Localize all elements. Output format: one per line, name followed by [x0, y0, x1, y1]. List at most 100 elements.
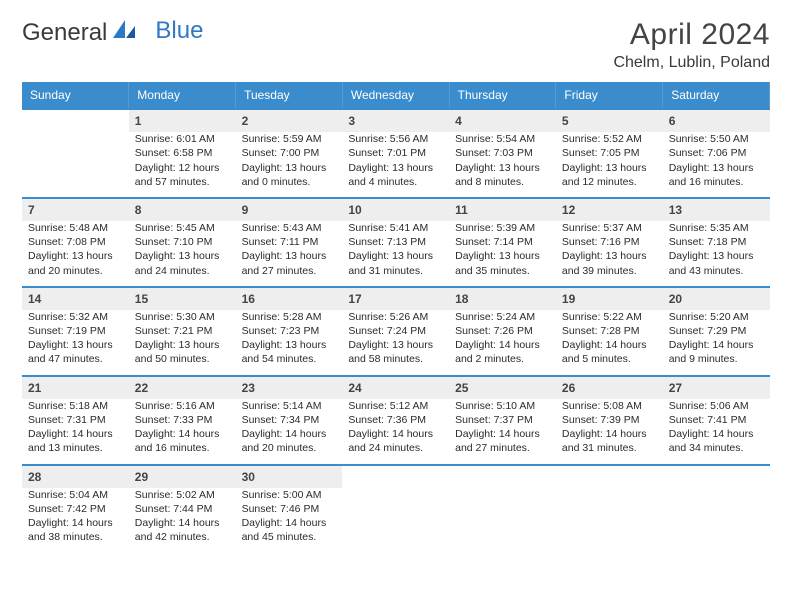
day-number-cell	[22, 109, 129, 132]
sunset-text: Sunset: 7:21 PM	[135, 324, 230, 338]
day-number-cell: 16	[236, 287, 343, 310]
sunrise-text: Sunrise: 5:02 AM	[135, 488, 230, 502]
daylight-text: and 16 minutes.	[135, 441, 230, 455]
sunrise-text: Sunrise: 5:56 AM	[348, 132, 443, 146]
day-number-cell: 12	[556, 198, 663, 221]
daylight-text: Daylight: 13 hours	[669, 161, 764, 175]
day-info-cell: Sunrise: 5:50 AMSunset: 7:06 PMDaylight:…	[663, 132, 770, 198]
daylight-text: Daylight: 14 hours	[348, 427, 443, 441]
day-info-cell: Sunrise: 5:18 AMSunset: 7:31 PMDaylight:…	[22, 399, 129, 465]
day-number-cell: 8	[129, 198, 236, 221]
daylight-text: Daylight: 13 hours	[135, 249, 230, 263]
weekday-header: Thursday	[449, 82, 556, 109]
day-number-cell: 24	[342, 376, 449, 399]
sunset-text: Sunset: 7:19 PM	[28, 324, 123, 338]
sunset-text: Sunset: 7:37 PM	[455, 413, 550, 427]
day-number-cell: 5	[556, 109, 663, 132]
daylight-text: Daylight: 13 hours	[242, 338, 337, 352]
day-number-cell: 1	[129, 109, 236, 132]
day-number-row: 123456	[22, 109, 770, 132]
day-number-cell	[663, 465, 770, 488]
daylight-text: and 57 minutes.	[135, 175, 230, 189]
day-info-cell: Sunrise: 5:39 AMSunset: 7:14 PMDaylight:…	[449, 221, 556, 287]
sunrise-text: Sunrise: 5:35 AM	[669, 221, 764, 235]
sunrise-text: Sunrise: 5:04 AM	[28, 488, 123, 502]
sunrise-text: Sunrise: 5:06 AM	[669, 399, 764, 413]
day-info-cell: Sunrise: 5:37 AMSunset: 7:16 PMDaylight:…	[556, 221, 663, 287]
daylight-text: Daylight: 13 hours	[455, 161, 550, 175]
day-number-cell: 22	[129, 376, 236, 399]
daylight-text: and 34 minutes.	[669, 441, 764, 455]
daylight-text: and 20 minutes.	[28, 264, 123, 278]
daylight-text: and 54 minutes.	[242, 352, 337, 366]
daylight-text: and 0 minutes.	[242, 175, 337, 189]
sunset-text: Sunset: 7:18 PM	[669, 235, 764, 249]
day-info-cell: Sunrise: 5:26 AMSunset: 7:24 PMDaylight:…	[342, 310, 449, 376]
weekday-header: Friday	[556, 82, 663, 109]
sunset-text: Sunset: 7:34 PM	[242, 413, 337, 427]
day-info-cell: Sunrise: 5:41 AMSunset: 7:13 PMDaylight:…	[342, 221, 449, 287]
day-info-cell	[556, 488, 663, 553]
sunset-text: Sunset: 7:24 PM	[348, 324, 443, 338]
day-info-row: Sunrise: 6:01 AMSunset: 6:58 PMDaylight:…	[22, 132, 770, 198]
sunset-text: Sunset: 7:06 PM	[669, 146, 764, 160]
day-info-cell: Sunrise: 5:30 AMSunset: 7:21 PMDaylight:…	[129, 310, 236, 376]
day-info-cell: Sunrise: 5:02 AMSunset: 7:44 PMDaylight:…	[129, 488, 236, 553]
sunrise-text: Sunrise: 5:26 AM	[348, 310, 443, 324]
daylight-text: and 43 minutes.	[669, 264, 764, 278]
day-info-cell	[663, 488, 770, 553]
daylight-text: Daylight: 14 hours	[562, 338, 657, 352]
day-info-cell: Sunrise: 5:08 AMSunset: 7:39 PMDaylight:…	[556, 399, 663, 465]
sunrise-text: Sunrise: 5:54 AM	[455, 132, 550, 146]
day-info-cell: Sunrise: 5:45 AMSunset: 7:10 PMDaylight:…	[129, 221, 236, 287]
day-info-cell: Sunrise: 5:10 AMSunset: 7:37 PMDaylight:…	[449, 399, 556, 465]
daylight-text: Daylight: 13 hours	[242, 249, 337, 263]
logo: General Blue	[22, 18, 203, 47]
sunrise-text: Sunrise: 5:22 AM	[562, 310, 657, 324]
daylight-text: and 2 minutes.	[455, 352, 550, 366]
day-info-cell	[449, 488, 556, 553]
daylight-text: Daylight: 13 hours	[28, 249, 123, 263]
title-block: April 2024 Chelm, Lublin, Poland	[613, 18, 770, 72]
daylight-text: and 58 minutes.	[348, 352, 443, 366]
day-number-cell	[449, 465, 556, 488]
day-info-row: Sunrise: 5:04 AMSunset: 7:42 PMDaylight:…	[22, 488, 770, 553]
day-info-cell: Sunrise: 5:22 AMSunset: 7:28 PMDaylight:…	[556, 310, 663, 376]
sunrise-text: Sunrise: 5:48 AM	[28, 221, 123, 235]
daylight-text: and 16 minutes.	[669, 175, 764, 189]
day-number-cell: 28	[22, 465, 129, 488]
daylight-text: and 24 minutes.	[135, 264, 230, 278]
weekday-header: Sunday	[22, 82, 129, 109]
day-number-cell: 2	[236, 109, 343, 132]
daylight-text: and 27 minutes.	[455, 441, 550, 455]
day-info-cell: Sunrise: 5:24 AMSunset: 7:26 PMDaylight:…	[449, 310, 556, 376]
day-number-row: 282930	[22, 465, 770, 488]
sunset-text: Sunset: 7:31 PM	[28, 413, 123, 427]
logo-text-blue: Blue	[155, 17, 203, 45]
day-info-cell	[22, 132, 129, 198]
sunset-text: Sunset: 7:14 PM	[455, 235, 550, 249]
sunset-text: Sunset: 7:39 PM	[562, 413, 657, 427]
sunset-text: Sunset: 7:26 PM	[455, 324, 550, 338]
day-info-cell: Sunrise: 5:20 AMSunset: 7:29 PMDaylight:…	[663, 310, 770, 376]
sunrise-text: Sunrise: 5:14 AM	[242, 399, 337, 413]
daylight-text: and 50 minutes.	[135, 352, 230, 366]
day-number-cell: 15	[129, 287, 236, 310]
day-number-cell: 29	[129, 465, 236, 488]
day-number-row: 78910111213	[22, 198, 770, 221]
daylight-text: and 12 minutes.	[562, 175, 657, 189]
day-number-cell: 17	[342, 287, 449, 310]
day-info-cell: Sunrise: 5:48 AMSunset: 7:08 PMDaylight:…	[22, 221, 129, 287]
day-number-cell: 23	[236, 376, 343, 399]
header: General Blue April 2024 Chelm, Lublin, P…	[22, 18, 770, 72]
sunrise-text: Sunrise: 5:20 AM	[669, 310, 764, 324]
logo-text-general: General	[22, 19, 107, 47]
daylight-text: and 38 minutes.	[28, 530, 123, 544]
sunset-text: Sunset: 7:36 PM	[348, 413, 443, 427]
day-number-cell: 4	[449, 109, 556, 132]
daylight-text: Daylight: 13 hours	[562, 249, 657, 263]
daylight-text: Daylight: 13 hours	[348, 249, 443, 263]
daylight-text: and 13 minutes.	[28, 441, 123, 455]
daylight-text: Daylight: 14 hours	[562, 427, 657, 441]
day-number-cell: 21	[22, 376, 129, 399]
